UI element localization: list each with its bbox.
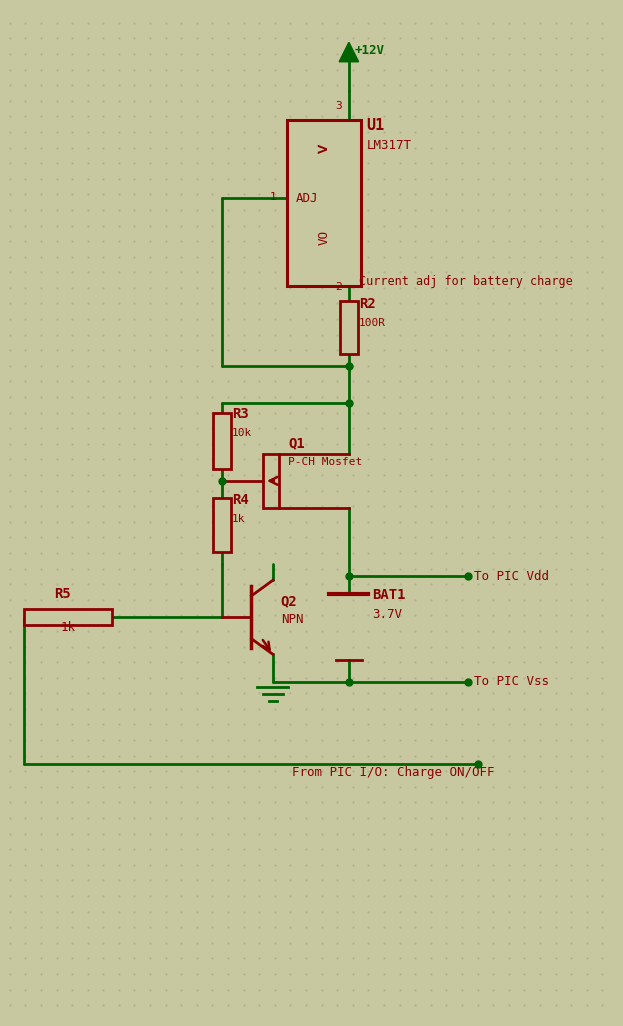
Text: 1k: 1k [60,621,75,634]
Text: From PIC I/O: Charge ON/OFF: From PIC I/O: Charge ON/OFF [292,766,495,779]
Text: 3.7V: 3.7V [373,608,402,622]
Text: >: > [316,141,328,158]
Text: LM317T: LM317T [366,140,411,153]
Text: Q1: Q1 [288,437,305,450]
Text: To PIC Vdd: To PIC Vdd [473,570,549,583]
Text: R5: R5 [55,587,71,601]
Text: U1: U1 [366,118,384,133]
Text: 10k: 10k [232,428,252,438]
Bar [214,499,231,552]
Text: To PIC Vss: To PIC Vss [473,675,549,688]
Text: NPN: NPN [281,614,303,626]
Text: Q2: Q2 [281,595,297,608]
Bar [263,453,278,508]
Text: ADJ: ADJ [295,192,318,205]
Text: BAT1: BAT1 [373,588,406,602]
Text: Current adj for battery charge: Current adj for battery charge [359,275,573,288]
Text: 2: 2 [335,282,342,291]
Bar [24,609,112,625]
Text: R2: R2 [359,298,376,311]
Text: +12V: +12V [354,44,385,57]
Bar [340,301,358,354]
Text: R3: R3 [232,407,249,422]
Text: 3: 3 [335,101,342,111]
Text: 100R: 100R [359,318,386,328]
Polygon shape [339,42,359,62]
Bar [214,412,231,469]
Text: VO: VO [318,230,331,244]
Text: R4: R4 [232,494,249,507]
Text: 1: 1 [270,192,277,202]
Text: 1k: 1k [232,514,245,523]
Bar [287,120,361,286]
Text: P-CH Mosfet: P-CH Mosfet [288,458,363,467]
